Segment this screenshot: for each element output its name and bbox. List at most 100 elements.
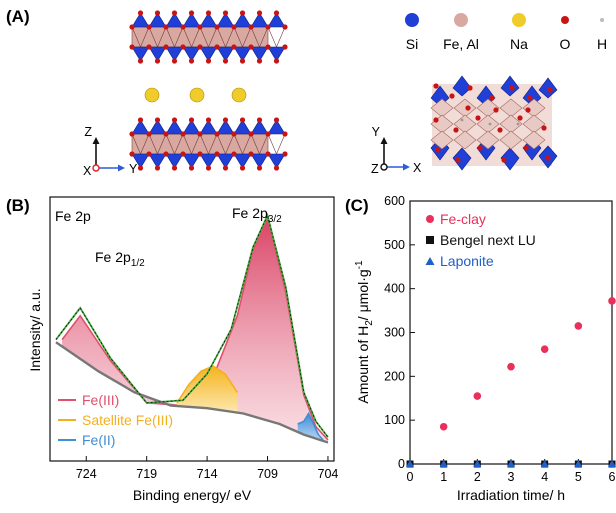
- oxygen-atom: [205, 58, 212, 64]
- o-atom-icon: [561, 16, 569, 24]
- component-fill-0: [62, 218, 328, 443]
- point-laponite: [439, 460, 448, 467]
- si-tetrahedron: [216, 46, 235, 62]
- si-tetrahedron: [199, 46, 218, 62]
- oxygen-atom: [239, 10, 246, 16]
- legend-marker-bengel: [426, 236, 434, 244]
- si-tetrahedron: [165, 153, 184, 169]
- panel-b-label: (B): [6, 196, 30, 215]
- oxygen-atom: [171, 117, 178, 123]
- oxygen-atom: [214, 151, 220, 157]
- si-tetrahedron: [165, 12, 184, 28]
- oxygen-atom: [146, 131, 152, 137]
- oxygen-atom: [273, 117, 280, 123]
- oxygen-atom: [256, 117, 263, 123]
- oxygen-atom: [222, 58, 229, 64]
- xps-tick-label: 714: [197, 467, 218, 481]
- component-curve-2: [297, 411, 324, 441]
- octahedron-edge: [267, 26, 286, 48]
- legend-satellite: Satellite Fe(III): [82, 412, 173, 428]
- xps-legend: Fe(III) Satellite Fe(III) Fe(II): [58, 392, 173, 448]
- oxygen-atom: [265, 131, 271, 137]
- oxygen-atom: [163, 24, 169, 30]
- si-tetrahedron: [233, 119, 252, 135]
- si-tetrahedron: [500, 147, 520, 171]
- oxygen-atom: [154, 10, 161, 16]
- h2-y-tick-label: 600: [384, 194, 405, 208]
- oxygen-atom: [137, 58, 144, 64]
- oxygen-atom: [256, 58, 263, 64]
- oxygen-atom: [180, 131, 186, 137]
- oxygen-atom: [433, 83, 439, 89]
- si-tetrahedron: [538, 77, 558, 99]
- h2-x-tick-label: 2: [474, 470, 481, 484]
- oxygen-atom: [265, 24, 271, 30]
- oxygen-atom: [433, 117, 439, 123]
- si-tetrahedron: [182, 12, 201, 28]
- sodium-atom: [144, 87, 160, 103]
- oxygen-atom: [231, 24, 237, 30]
- point-fe-clay: [473, 392, 482, 400]
- si-tetrahedron: [182, 46, 201, 62]
- si-tetrahedron: [199, 12, 218, 28]
- hydrogen-atom: [460, 118, 464, 122]
- h2-y-axis-label: Amount of H2/ μmol·g-1: [354, 260, 375, 404]
- h2-y-tick-label: 400: [384, 282, 405, 296]
- oxygen-atom: [497, 127, 503, 133]
- sodium-atom: [231, 87, 247, 103]
- xps-spectrum: [55, 212, 329, 444]
- component-curve-1: [176, 365, 238, 404]
- oxygen-atom: [282, 24, 288, 30]
- si-tetrahedron: [148, 46, 167, 62]
- si-tetrahedron: [267, 12, 286, 28]
- si-tetrahedron: [233, 46, 252, 62]
- oxygen-atom: [475, 115, 481, 121]
- legend-marker-laponite: [425, 257, 435, 265]
- octahedron-edge: [267, 133, 286, 155]
- hydrogen-atom: [516, 122, 520, 126]
- axis-label-x: X: [83, 164, 92, 178]
- si-tetrahedron: [131, 12, 150, 28]
- oxygen-atom: [523, 145, 529, 151]
- xps-y-axis-label: Intensity/ a.u.: [27, 288, 43, 371]
- peak-label-3-2: Fe 2p3/2: [232, 205, 282, 225]
- si-tetrahedron: [250, 46, 269, 62]
- oxygen-atom: [197, 24, 203, 30]
- oxygen-atom: [455, 157, 461, 163]
- si-tetrahedron: [131, 153, 150, 169]
- panel-b: (B) 724 719 714 709 704 Fe 2p Fe 2p3/2 Fe 2p…: [6, 196, 338, 503]
- oxygen-atom: [467, 85, 473, 91]
- oxygen-atom: [137, 10, 144, 16]
- h2-x-tick-label: 0: [407, 470, 414, 484]
- oxygen-atom: [129, 131, 135, 137]
- sodium-atom: [189, 87, 205, 103]
- oxygen-atom: [214, 24, 220, 30]
- component-fill-1: [176, 366, 238, 413]
- oxygen-atom: [214, 44, 220, 50]
- h2-y-tick-label: 500: [384, 238, 405, 252]
- peak-label-1-2: Fe 2p1/2: [95, 249, 145, 269]
- oxygen-atom: [525, 107, 531, 113]
- oxygen-atom: [205, 117, 212, 123]
- si-tetrahedron: [267, 153, 286, 169]
- legend-fe3: Fe(III): [82, 392, 119, 408]
- oxygen-atom: [282, 131, 288, 137]
- h-atom-icon: [600, 18, 604, 22]
- oxygen-atom: [248, 131, 254, 137]
- octahedron: [430, 130, 454, 150]
- oxygen-atom: [527, 95, 533, 101]
- oxygen-atom: [282, 151, 288, 157]
- oxygen-atom: [129, 24, 135, 30]
- si-tetrahedron: [165, 119, 184, 135]
- clay-layer-top: [129, 10, 288, 64]
- oxygen-atom: [477, 145, 483, 151]
- oxygen-atom: [239, 58, 246, 64]
- sodium-interlayer: [144, 87, 247, 103]
- si-tetrahedron: [500, 75, 520, 97]
- oxygen-atom: [282, 44, 288, 50]
- oxygen-atom: [129, 44, 135, 50]
- si-tetrahedron: [250, 12, 269, 28]
- oxygen-atom: [129, 151, 135, 157]
- legend-bengel: Bengel next LU: [440, 232, 536, 248]
- oxygen-atom: [188, 58, 195, 64]
